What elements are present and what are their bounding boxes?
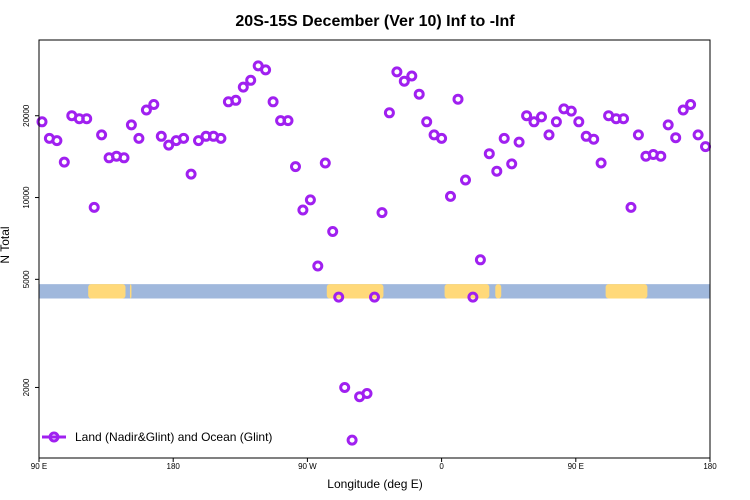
- data-point: [267, 96, 279, 108]
- data-point: [513, 136, 525, 148]
- data-point: [327, 226, 339, 237]
- land-segment: [129, 284, 132, 299]
- data-point: [625, 201, 637, 213]
- y-axis: 2000 5000 10000 20000: [22, 104, 39, 396]
- data-point: [339, 382, 351, 393]
- data-point: [148, 99, 160, 110]
- legend-label: Land (Nadir&Glint) and Ocean (Glint): [75, 430, 272, 444]
- data-point: [383, 107, 395, 119]
- data-point: [125, 119, 137, 131]
- land-segment: [495, 284, 502, 299]
- y-tick-label: 20000: [22, 104, 31, 127]
- data-point: [312, 260, 324, 272]
- data-point: [595, 157, 607, 169]
- x-tick-label: 90 W: [298, 462, 317, 471]
- data-point: [58, 156, 70, 168]
- legend-marker: [48, 431, 60, 443]
- data-point: [290, 161, 301, 173]
- x-axis: 90 E 180 90 W 0 90 E 180: [31, 458, 717, 471]
- data-point: [662, 119, 674, 131]
- data-point: [421, 116, 433, 128]
- y-tick-label: 10000: [22, 186, 31, 209]
- data-point: [118, 152, 130, 164]
- data-point: [245, 74, 257, 86]
- data-point: [36, 116, 48, 128]
- data-point: [543, 129, 555, 141]
- legend: Land (Nadir&Glint) and Ocean (Glint): [42, 430, 272, 444]
- data-point: [319, 157, 331, 169]
- data-point: [193, 135, 204, 147]
- data-point: [445, 190, 456, 202]
- data-point: [185, 168, 197, 180]
- data-point: [506, 158, 518, 170]
- data-point: [96, 129, 108, 141]
- y-tick-label: 2000: [22, 378, 31, 396]
- data-point: [260, 64, 272, 76]
- data-point: [88, 201, 100, 213]
- y-tick-label: 5000: [22, 270, 31, 288]
- data-point: [632, 129, 644, 141]
- data-point: [304, 194, 316, 206]
- data-point: [550, 116, 562, 128]
- data-point: [133, 132, 145, 144]
- data-point: [452, 93, 464, 105]
- data-point: [406, 70, 418, 82]
- data-point: [498, 132, 510, 144]
- plot-frame: [38, 39, 711, 459]
- land-segment: [605, 284, 648, 299]
- chart-title: 20S-15S December (Ver 10) Inf to -Inf: [235, 13, 515, 30]
- data-point: [215, 132, 227, 144]
- data-point: [467, 291, 479, 303]
- x-tick-label: 180: [703, 462, 717, 471]
- x-tick-label: 0: [439, 462, 444, 471]
- data-point: [51, 135, 63, 147]
- land-segment: [444, 284, 490, 299]
- data-point: [163, 139, 175, 151]
- data-point: [588, 133, 600, 145]
- data-point: [140, 104, 152, 116]
- data-point: [237, 81, 249, 93]
- plot-area: [36, 60, 711, 446]
- data-point: [369, 291, 380, 303]
- data-point: [474, 254, 486, 266]
- data-point: [655, 150, 667, 162]
- data-point: [670, 132, 682, 144]
- data-point: [398, 75, 410, 87]
- y-axis-label: N Total: [0, 226, 12, 263]
- data-point: [483, 148, 495, 160]
- data-point: [528, 116, 540, 128]
- data-point: [692, 129, 704, 141]
- data-point: [297, 204, 309, 216]
- data-point: [230, 94, 242, 106]
- data-point: [521, 110, 533, 122]
- data-point: [361, 388, 373, 399]
- data-point: [376, 207, 388, 219]
- data-point: [536, 111, 547, 123]
- data-point: [391, 66, 403, 78]
- data-point: [685, 99, 697, 110]
- data-point: [282, 115, 294, 127]
- data-point: [573, 116, 585, 128]
- data-point: [81, 113, 93, 125]
- data-point: [436, 132, 448, 144]
- data-point: [618, 113, 629, 125]
- x-axis-label: Longitude (deg E): [327, 477, 422, 491]
- land-segment: [88, 284, 126, 299]
- data-point: [155, 130, 167, 142]
- x-tick-label: 90 E: [31, 462, 47, 471]
- data-point: [333, 291, 345, 303]
- x-tick-label: 90 E: [568, 462, 584, 471]
- data-point: [346, 434, 358, 446]
- data-point: [413, 88, 425, 100]
- data-point: [460, 174, 471, 186]
- data-point: [700, 141, 711, 153]
- data-point: [565, 105, 577, 117]
- x-tick-label: 180: [167, 462, 181, 471]
- data-point: [178, 132, 190, 144]
- data-point: [677, 104, 689, 116]
- data-point: [491, 165, 503, 177]
